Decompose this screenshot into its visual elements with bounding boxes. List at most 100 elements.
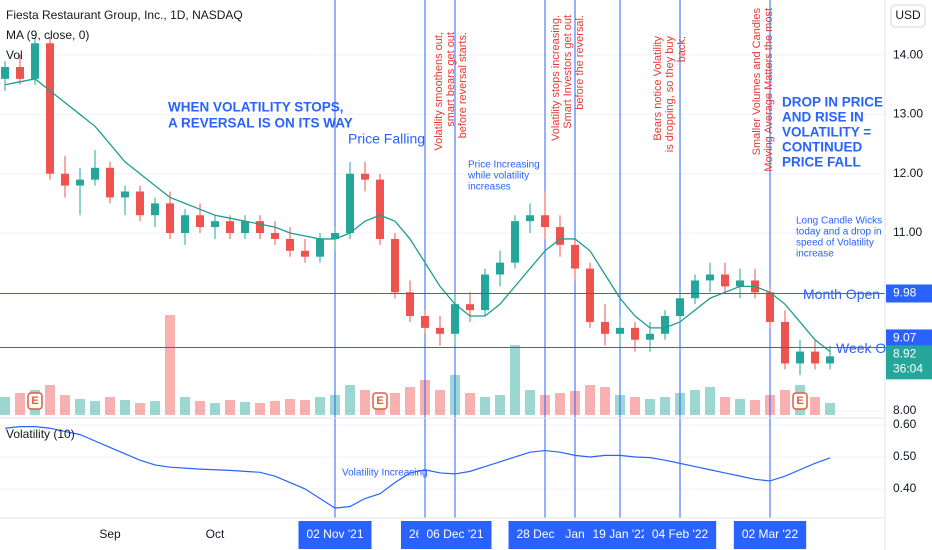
- candle-body: [1, 66, 9, 79]
- x-label-box: [418, 521, 492, 549]
- x-tick-label: 02 Mar '22: [742, 527, 799, 541]
- candle-body: [91, 167, 99, 180]
- candle-body: [406, 292, 414, 317]
- candle-body: [46, 43, 54, 174]
- volume-bar: [510, 345, 520, 415]
- candle-body: [346, 173, 354, 234]
- y-tick-label: 12.00: [893, 166, 923, 180]
- annotation: before the reversal.: [574, 15, 586, 110]
- annotation: AND RISE IN: [782, 110, 864, 125]
- volume-bar: [195, 401, 205, 415]
- candle-body: [256, 221, 264, 234]
- candle-body: [301, 250, 309, 257]
- candle-body: [136, 191, 144, 216]
- candle-body: [316, 238, 324, 257]
- annotation: PRICE FALL: [782, 155, 861, 170]
- countdown-label: 36:04: [893, 362, 923, 376]
- x-tick-label: 02 Nov '21: [307, 527, 364, 541]
- annotation: CONTINUED: [782, 140, 862, 155]
- price-tag-label: 9.07: [893, 331, 917, 345]
- last-price-tag: [886, 345, 932, 380]
- volume-bar: [255, 403, 265, 415]
- volume-bar: [45, 385, 55, 415]
- volume-bar: [645, 399, 655, 415]
- volume-bar: [345, 385, 355, 415]
- last-price-label: 8.92: [893, 347, 917, 361]
- annotation: Price Falling: [348, 131, 425, 147]
- candle-body: [451, 304, 459, 334]
- candle-body: [16, 66, 24, 79]
- volume-bar: [60, 395, 70, 415]
- annotation: Smart Investors get out: [562, 15, 574, 129]
- volume-bar: [525, 390, 535, 415]
- candle-body: [421, 316, 429, 328]
- volume-bar: [225, 400, 235, 415]
- volume-bar: [750, 400, 760, 415]
- candle-body: [556, 227, 564, 245]
- volume-bar: [690, 390, 700, 415]
- earnings-label: E: [796, 395, 803, 407]
- volume-bar: [405, 387, 415, 415]
- x-tick-label: 06 Dec '21: [427, 527, 484, 541]
- x-label-box: [643, 521, 717, 549]
- y-tick-label: 0.50: [893, 449, 917, 463]
- currency-button[interactable]: [890, 4, 926, 28]
- hline-label: Week Op: [836, 340, 894, 356]
- volume-bar: [90, 401, 100, 415]
- candle-body: [661, 316, 669, 334]
- overlay-layer: 14.00 13.00 12.00 11.00 8.000.60 0.50 0.40 Mont…: [27, 47, 932, 549]
- y-tick-label: 14.00: [893, 47, 923, 61]
- candle-body: [811, 351, 819, 364]
- volume-bar: [0, 397, 10, 415]
- candle-body: [631, 327, 639, 340]
- volume-bar: [75, 399, 85, 415]
- volume-bar: [720, 397, 730, 415]
- volume-bar: [135, 403, 145, 415]
- volume-bar: [630, 397, 640, 415]
- candle-body: [766, 292, 774, 322]
- volatility-legend: Volatility (10): [6, 427, 75, 441]
- price-tag-label: 9.98: [893, 286, 917, 300]
- currency-label[interactable]: USD: [895, 8, 921, 22]
- volume-bar: [480, 397, 490, 415]
- candle-body: [226, 221, 234, 234]
- volume-bar: [495, 395, 505, 415]
- candle-body: [286, 238, 294, 251]
- hline-label: Month Open: [803, 286, 880, 302]
- candle-body: [646, 333, 654, 340]
- volume-bar: [600, 387, 610, 415]
- annotation: while volatility: [467, 171, 529, 182]
- earnings-label: E: [31, 395, 38, 407]
- annotation: increase: [796, 249, 834, 260]
- volume-bar: [300, 400, 310, 415]
- candle-body: [571, 244, 579, 269]
- candle-body: [826, 356, 834, 364]
- x-tick-label: Jan: [565, 527, 584, 541]
- candle-body: [211, 221, 219, 228]
- volume-bar: [285, 399, 295, 415]
- volume-bar: [810, 397, 820, 415]
- x-tick-label: Oct: [206, 527, 225, 541]
- volume-bar: [165, 315, 175, 415]
- candle-body: [736, 280, 744, 287]
- volume-bar: [210, 403, 220, 415]
- volume-bar: [240, 402, 250, 415]
- volume-bar: [120, 400, 130, 415]
- volume-bar: [780, 390, 790, 415]
- annotation: back.: [676, 36, 688, 62]
- y-tick-label: 13.00: [893, 107, 923, 121]
- candle-body: [616, 327, 624, 334]
- candle-body: [436, 327, 444, 334]
- ma-legend: MA (9, close, 0): [6, 28, 89, 42]
- annotation: Smaller Volumes and Candles: [751, 8, 763, 156]
- volume-bar: [735, 399, 745, 415]
- volume-bar: [435, 390, 445, 415]
- earnings-marker: [27, 392, 43, 410]
- earnings-label: E: [376, 395, 383, 407]
- annotation: Moving Average Matters the most: [763, 8, 775, 172]
- y-tick-label: 11.00: [893, 225, 922, 239]
- ma-line: [4, 78, 831, 353]
- candle-body: [331, 233, 339, 239]
